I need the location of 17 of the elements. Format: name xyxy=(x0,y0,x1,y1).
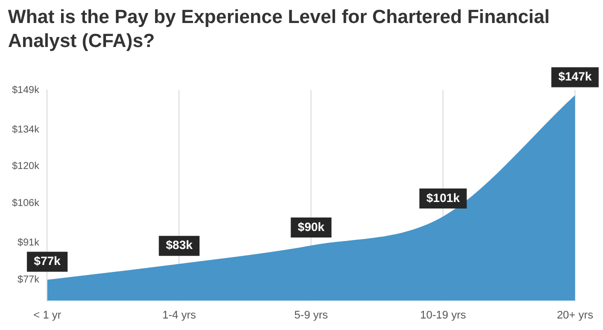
data-label: $147k xyxy=(558,70,592,84)
x-tick-label: < 1 yr xyxy=(33,309,62,322)
y-tick-label: $134k xyxy=(12,124,40,136)
y-tick-label: $77k xyxy=(18,274,40,286)
x-tick-label: 1-4 yrs xyxy=(162,309,196,322)
x-tick-label: 20+ yrs xyxy=(556,309,594,322)
data-label: $90k xyxy=(298,220,325,234)
x-tick-label: 10-19 yrs xyxy=(420,309,466,322)
chart-title: What is the Pay by Experience Level for Chartered Financial Analyst (CFA)s? xyxy=(8,6,551,54)
data-label: $101k xyxy=(426,190,460,205)
data-label: $83k xyxy=(166,238,193,252)
y-tick-label: $91k xyxy=(18,238,40,249)
y-tick-label: $106k xyxy=(12,198,40,210)
y-tick-label: $120k xyxy=(12,161,40,172)
x-tick-label: 5-9 yrs xyxy=(294,309,328,322)
y-tick-label: $149k xyxy=(12,84,40,96)
data-label: $77k xyxy=(34,254,61,268)
